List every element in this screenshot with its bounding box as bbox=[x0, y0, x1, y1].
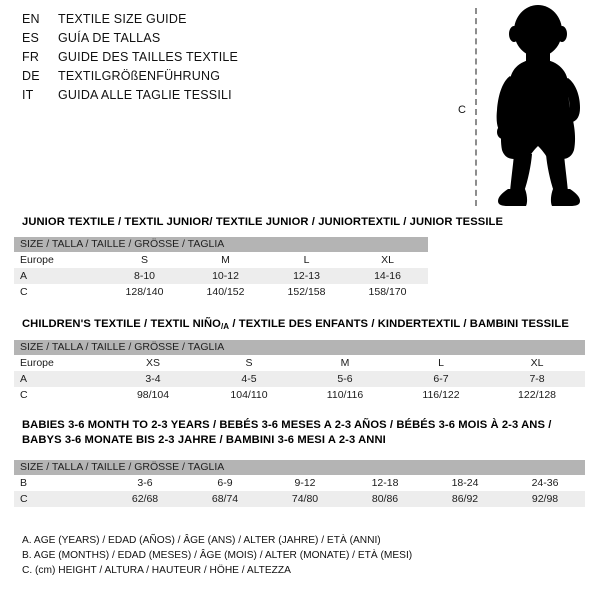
legend-line-c: C. (cm) HEIGHT / ALTURA / HAUTEUR / HÖHE… bbox=[22, 565, 291, 576]
band-header-label: SIZE / TALLA / TAILLE / GRÖSSE / TAGLIA bbox=[14, 340, 586, 355]
cell: 140/152 bbox=[185, 284, 266, 300]
language-row: FR GUIDE DES TAILLES TEXTILE bbox=[22, 50, 442, 69]
language-row: ES GUÍA DE TALLAS bbox=[22, 31, 442, 50]
band-header-label: SIZE / TALLA / TAILLE / GRÖSSE / TAGLIA bbox=[14, 460, 586, 475]
table-row: A 3-4 4-5 5-6 6-7 7-8 bbox=[14, 371, 586, 387]
cell: 6-9 bbox=[185, 475, 265, 491]
table-row: C 128/140 140/152 152/158 158/170 bbox=[14, 284, 429, 300]
language-code: IT bbox=[22, 88, 34, 102]
row-label: B bbox=[14, 475, 105, 491]
cell: 158/170 bbox=[347, 284, 429, 300]
legend-line-b: B. AGE (MONTHS) / EDAD (MESES) / ÂGE (MO… bbox=[22, 550, 413, 561]
cell: XL bbox=[347, 252, 429, 268]
table-header-band: SIZE / TALLA / TAILLE / GRÖSSE / TAGLIA bbox=[14, 237, 429, 252]
cell: M bbox=[185, 252, 266, 268]
cell: 116/122 bbox=[393, 387, 489, 403]
height-measure-dashed-line bbox=[475, 8, 477, 206]
cell: 86/92 bbox=[425, 491, 505, 507]
section-title-junior: JUNIOR TEXTILE / TEXTIL JUNIOR/ TEXTILE … bbox=[22, 216, 504, 228]
table-row: C 98/104 104/110 110/116 116/122 122/128 bbox=[14, 387, 586, 403]
section-title-babies-line1: BABIES 3-6 MONTH TO 2-3 YEARS / BEBÉS 3-… bbox=[22, 419, 552, 431]
height-figure: C bbox=[440, 0, 600, 215]
cell: 104/110 bbox=[201, 387, 297, 403]
table-row: C 62/68 68/74 74/80 80/86 86/92 92/98 bbox=[14, 491, 586, 507]
table-row: Europe S M L XL bbox=[14, 252, 429, 268]
measure-label-c: C bbox=[458, 104, 466, 116]
toddler-silhouette-icon bbox=[496, 5, 580, 206]
cell: 80/86 bbox=[345, 491, 425, 507]
table-header-band: SIZE / TALLA / TAILLE / GRÖSSE / TAGLIA bbox=[14, 340, 586, 355]
cell: 92/98 bbox=[505, 491, 586, 507]
cell: S bbox=[104, 252, 185, 268]
table-row: Europe XS S M L XL bbox=[14, 355, 586, 371]
cell: 152/158 bbox=[266, 284, 347, 300]
cell: 74/80 bbox=[265, 491, 345, 507]
language-title: GUIDE DES TAILLES TEXTILE bbox=[58, 50, 239, 64]
section-title-children-subscript: /A bbox=[220, 321, 230, 331]
cell: XS bbox=[105, 355, 201, 371]
cell: XL bbox=[489, 355, 586, 371]
language-code: FR bbox=[22, 50, 40, 64]
row-label: A bbox=[14, 268, 104, 284]
row-label: C bbox=[14, 387, 105, 403]
cell: 68/74 bbox=[185, 491, 265, 507]
cell: 12-18 bbox=[345, 475, 425, 491]
language-code: DE bbox=[22, 69, 40, 83]
cell: 6-7 bbox=[393, 371, 489, 387]
section-title-children: CHILDREN'S TEXTILE / TEXTIL NIÑO/A / TEX… bbox=[22, 318, 569, 331]
section-title-babies-line2: BABYS 3-6 MONATE BIS 2-3 JAHRE / BAMBINI… bbox=[22, 434, 386, 446]
row-label: C bbox=[14, 491, 105, 507]
row-label: Europe bbox=[14, 252, 104, 268]
cell: 62/68 bbox=[105, 491, 185, 507]
cell: 10-12 bbox=[185, 268, 266, 284]
table-row: B 3-6 6-9 9-12 12-18 18-24 24-36 bbox=[14, 475, 586, 491]
cell: 128/140 bbox=[104, 284, 185, 300]
cell: 9-12 bbox=[265, 475, 345, 491]
cell: M bbox=[297, 355, 393, 371]
language-title: TEXTILGRÖßENFÜHRUNG bbox=[58, 69, 221, 83]
language-code: EN bbox=[22, 12, 40, 26]
babies-size-table: SIZE / TALLA / TAILLE / GRÖSSE / TAGLIA … bbox=[14, 460, 586, 507]
cell: L bbox=[266, 252, 347, 268]
legend-line-a: A. AGE (YEARS) / EDAD (AÑOS) / ÂGE (ANS)… bbox=[22, 535, 381, 546]
junior-size-table: SIZE / TALLA / TAILLE / GRÖSSE / TAGLIA … bbox=[14, 237, 429, 300]
language-row: EN TEXTILE SIZE GUIDE bbox=[22, 12, 442, 31]
cell: 8-10 bbox=[104, 268, 185, 284]
language-title: GUIDA ALLE TAGLIE TESSILI bbox=[58, 88, 232, 102]
cell: 3-4 bbox=[105, 371, 201, 387]
cell: 4-5 bbox=[201, 371, 297, 387]
language-row: IT GUIDA ALLE TAGLIE TESSILI bbox=[22, 88, 442, 107]
cell: 7-8 bbox=[489, 371, 586, 387]
language-title: GUÍA DE TALLAS bbox=[58, 31, 161, 45]
language-title-block: EN TEXTILE SIZE GUIDE ES GUÍA DE TALLAS … bbox=[22, 12, 442, 107]
section-title-children-part2: / TEXTILE DES ENFANTS / KINDERTEXTIL / B… bbox=[229, 318, 569, 330]
band-header-label: SIZE / TALLA / TAILLE / GRÖSSE / TAGLIA bbox=[14, 237, 429, 252]
row-label: A bbox=[14, 371, 105, 387]
children-size-table: SIZE / TALLA / TAILLE / GRÖSSE / TAGLIA … bbox=[14, 340, 586, 403]
table-header-band: SIZE / TALLA / TAILLE / GRÖSSE / TAGLIA bbox=[14, 460, 586, 475]
language-title: TEXTILE SIZE GUIDE bbox=[58, 12, 187, 26]
section-title-babies: BABIES 3-6 MONTH TO 2-3 YEARS / BEBÉS 3-… bbox=[22, 419, 551, 446]
cell: 5-6 bbox=[297, 371, 393, 387]
language-code: ES bbox=[22, 31, 40, 45]
table-row: A 8-10 10-12 12-13 14-16 bbox=[14, 268, 429, 284]
cell: 98/104 bbox=[105, 387, 201, 403]
row-label: C bbox=[14, 284, 104, 300]
row-label: Europe bbox=[14, 355, 105, 371]
cell: S bbox=[201, 355, 297, 371]
language-row: DE TEXTILGRÖßENFÜHRUNG bbox=[22, 69, 442, 88]
cell: 24-36 bbox=[505, 475, 586, 491]
cell: 12-13 bbox=[266, 268, 347, 284]
cell: L bbox=[393, 355, 489, 371]
cell: 3-6 bbox=[105, 475, 185, 491]
legend-block: A. AGE (YEARS) / EDAD (AÑOS) / ÂGE (ANS)… bbox=[22, 533, 482, 578]
section-title-children-part1: CHILDREN'S TEXTILE / TEXTIL NIÑO bbox=[22, 318, 221, 330]
cell: 110/116 bbox=[297, 387, 393, 403]
cell: 18-24 bbox=[425, 475, 505, 491]
cell: 14-16 bbox=[347, 268, 429, 284]
cell: 122/128 bbox=[489, 387, 586, 403]
